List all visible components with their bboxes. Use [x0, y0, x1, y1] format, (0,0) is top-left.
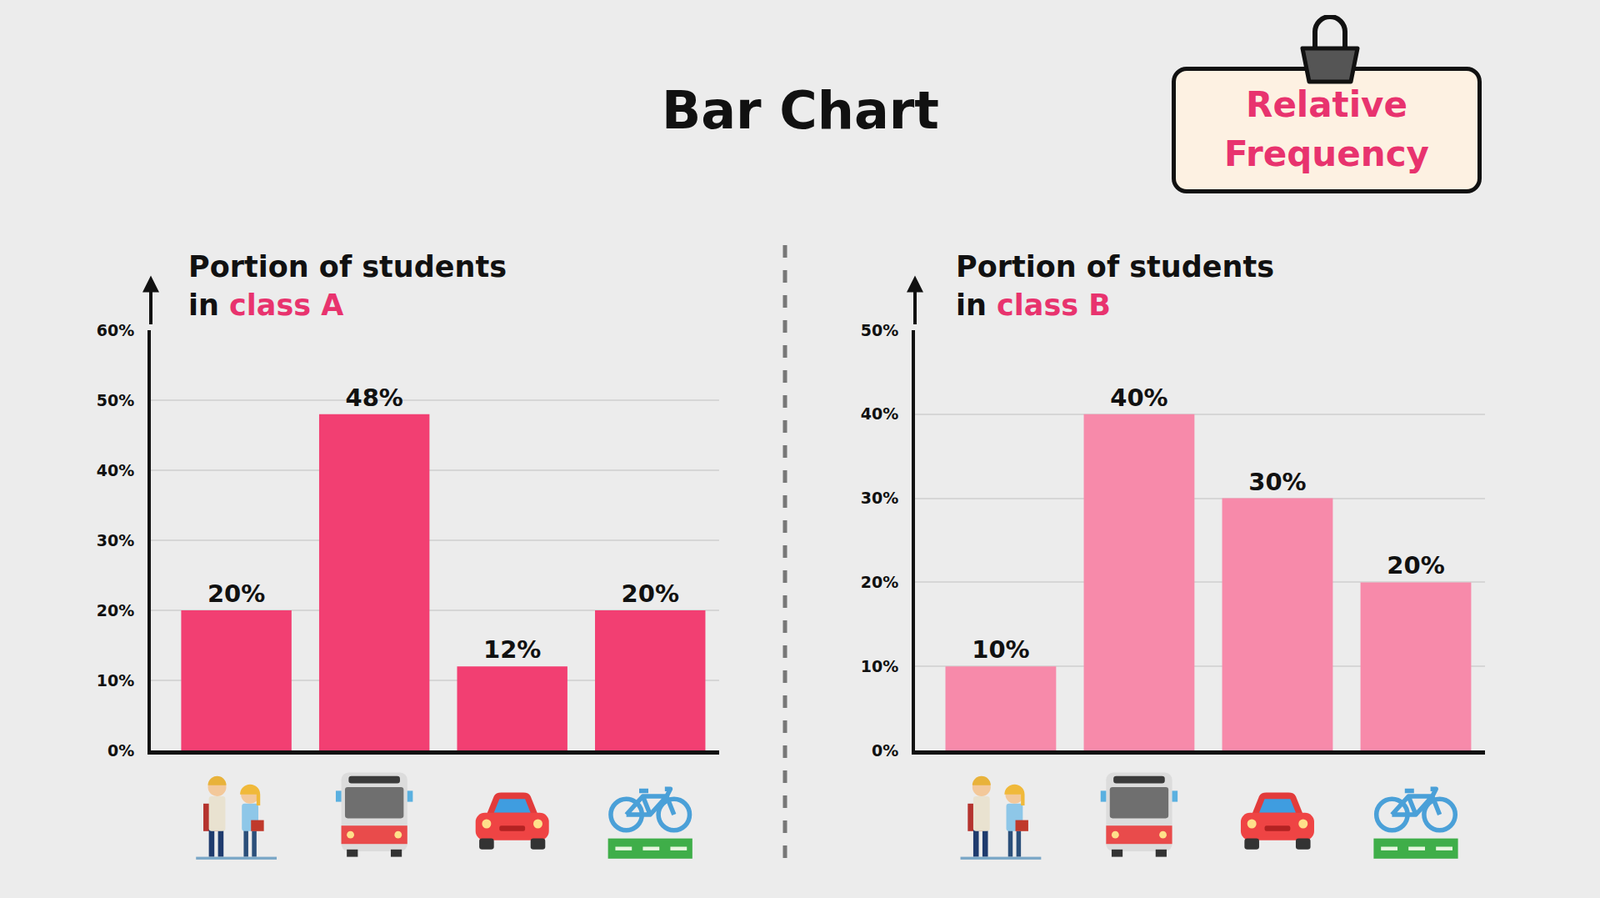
svg-text:0%: 0%	[107, 740, 135, 760]
svg-text:20%: 20%	[621, 579, 680, 608]
svg-text:10%: 10%	[96, 670, 135, 690]
svg-text:50%: 50%	[860, 320, 899, 340]
svg-text:10%: 10%	[860, 656, 899, 675]
svg-text:12%: 12%	[483, 635, 541, 664]
svg-text:40%: 40%	[860, 404, 899, 423]
svg-text:10%: 10%	[971, 635, 1030, 664]
html-text:Relative Frequency: Relative Frequency	[1224, 84, 1430, 175]
svg-text:30%: 30%	[1248, 467, 1306, 496]
svg-text:20%: 20%	[1386, 550, 1445, 580]
svg-text:60%: 60%	[96, 320, 135, 340]
svg-text:50%: 50%	[96, 390, 135, 410]
svg-text:30%: 30%	[860, 488, 899, 507]
svg-text:Bar Chart: Bar Chart	[661, 80, 940, 141]
svg-text:0%: 0%	[871, 740, 899, 760]
svg-text:20%: 20%	[860, 572, 899, 591]
svg-text:40%: 40%	[1110, 383, 1168, 412]
svg-text:20%: 20%	[96, 600, 135, 620]
svg-text:30%: 30%	[96, 530, 135, 550]
svg-text:40%: 40%	[96, 460, 135, 480]
svg-text:20%: 20%	[207, 579, 265, 608]
svg-text:Portion of studentsin class B: Portion of studentsin class B	[955, 250, 1275, 322]
svg-text:Portion of studentsin class A: Portion of studentsin class A	[188, 250, 507, 322]
svg-text:48%: 48%	[345, 383, 403, 412]
